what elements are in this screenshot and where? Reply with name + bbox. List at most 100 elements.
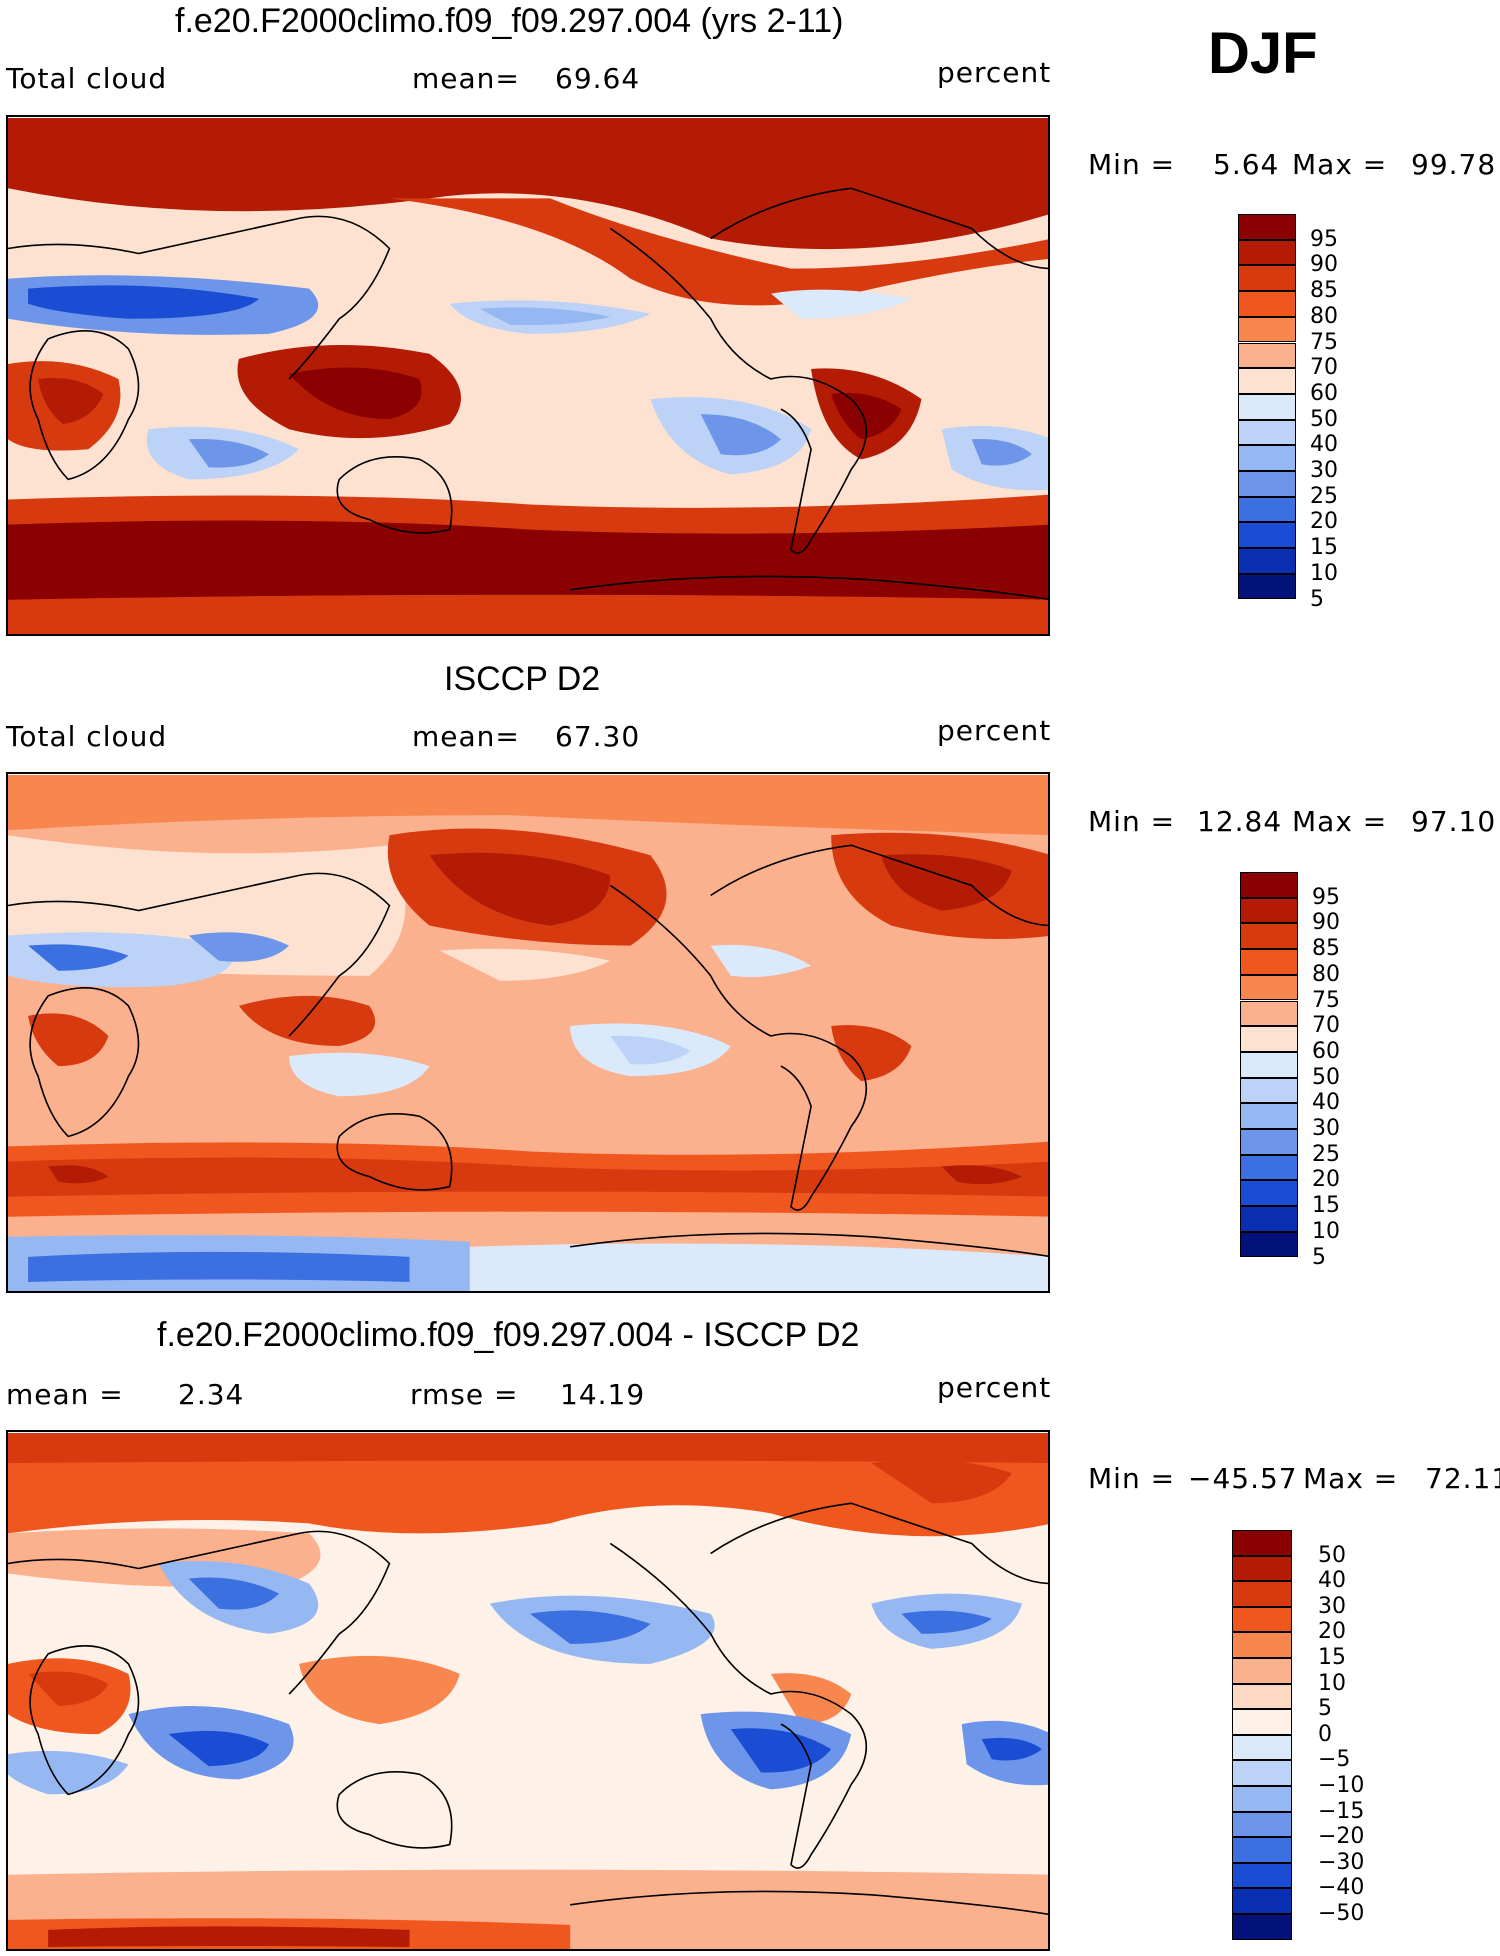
colorbar-swatch (1232, 1811, 1292, 1838)
colorbar-swatch (1238, 573, 1296, 600)
panel1-contour-plot (8, 118, 1048, 634)
colorbar-tick-label: 25 (1312, 1141, 1340, 1167)
colorbar-swatch (1238, 316, 1296, 343)
colorbar-tick-label: −50 (1318, 1901, 1365, 1926)
colorbar-tick-label: 60 (1312, 1038, 1340, 1064)
colorbar-tick-label: 70 (1312, 1013, 1340, 1039)
colorbar-tick-label: 80 (1312, 961, 1340, 987)
colorbar-swatch (1240, 949, 1298, 975)
panel1-min-value: 5.64 (1213, 148, 1280, 181)
colorbar-swatch (1232, 1914, 1292, 1940)
panel3-mean-label: mean = (6, 1378, 124, 1411)
colorbar-swatch (1232, 1888, 1292, 1914)
colorbar-swatch (1232, 1786, 1292, 1812)
colorbar-swatch (1240, 1026, 1298, 1052)
colorbar-tick-label: −10 (1318, 1773, 1365, 1798)
colorbar-swatch (1238, 548, 1296, 574)
colorbar-tick-label: 30 (1312, 1116, 1340, 1141)
panel2-map (6, 772, 1050, 1293)
colorbar-swatch (1232, 1555, 1292, 1582)
colorbar-swatch (1238, 471, 1296, 497)
colorbar-swatch (1238, 239, 1296, 266)
colorbar-swatch (1232, 1734, 1292, 1761)
colorbar-tick-label: 10 (1312, 1218, 1340, 1244)
colorbar-tick-label: −20 (1318, 1824, 1365, 1850)
colorbar-tick-label: −15 (1318, 1798, 1365, 1824)
colorbar-swatch (1240, 872, 1298, 898)
colorbar-tick-label: 75 (1310, 329, 1338, 355)
panel2-units: percent (937, 714, 1052, 747)
colorbar-tick-label: 20 (1310, 509, 1338, 535)
panel3-map (6, 1430, 1050, 1951)
colorbar-tick-label: 90 (1310, 252, 1338, 278)
colorbar-tick-label: 5 (1318, 1696, 1332, 1722)
panel2-contour-plot (8, 775, 1048, 1291)
panel3-min-value: −45.57 (1188, 1462, 1298, 1495)
colorbar-tick-label: 50 (1310, 406, 1338, 432)
colorbar-tick-label: 30 (1310, 458, 1338, 483)
panel1-mean-label: mean= (412, 62, 520, 95)
panel2-variable-label: Total cloud (6, 720, 168, 753)
panel3-contour-plot (8, 1433, 1048, 1949)
colorbar-swatch (1240, 1206, 1298, 1232)
colorbar-swatch (1240, 1077, 1298, 1104)
panel1-max-label: Max = (1292, 148, 1388, 181)
colorbar-tick-label: 15 (1318, 1645, 1346, 1670)
colorbar-swatch (1238, 496, 1296, 523)
panel3-title: f.e20.F2000climo.f09_f09.297.004 - ISCCP… (157, 1316, 860, 1354)
colorbar-swatch (1232, 1581, 1292, 1607)
colorbar-swatch (1232, 1658, 1292, 1684)
colorbar-tick-label: 15 (1312, 1193, 1340, 1219)
colorbar-tick-label: 85 (1310, 278, 1338, 304)
panel1-map (6, 115, 1050, 636)
colorbar-swatch (1240, 974, 1298, 1001)
colorbar-swatch (1240, 1103, 1298, 1129)
panel2-min-value: 12.84 (1197, 805, 1283, 838)
colorbar-tick-label: 60 (1310, 380, 1338, 406)
colorbar-tick-label: 50 (1318, 1542, 1346, 1568)
colorbar-swatch (1238, 291, 1296, 317)
colorbar-swatch (1232, 1530, 1292, 1556)
colorbar-swatch (1232, 1709, 1292, 1735)
colorbar-swatch (1240, 897, 1298, 924)
colorbar-tick-label: −30 (1318, 1849, 1365, 1875)
colorbar-tick-label: 40 (1312, 1090, 1340, 1116)
panel1-min-label: Min = (1088, 148, 1176, 181)
panel1-mean-value: 69.64 (555, 62, 641, 95)
colorbar-tick-label: 20 (1312, 1167, 1340, 1193)
panel3-rmse-value: 14.19 (560, 1378, 646, 1411)
colorbar-tick-label: 50 (1312, 1064, 1340, 1090)
panel1-title: f.e20.F2000climo.f09_f09.297.004 (yrs 2-… (175, 2, 844, 40)
colorbar-swatch (1238, 419, 1296, 446)
colorbar-tick-label: 95 (1310, 226, 1338, 252)
panel3-rmse-label: rmse = (410, 1378, 519, 1411)
colorbar-swatch (1240, 1129, 1298, 1155)
panel3-units: percent (937, 1371, 1052, 1404)
colorbar-swatch (1240, 1180, 1298, 1207)
colorbar-tick-label: 40 (1318, 1568, 1346, 1594)
panel2-title: ISCCP D2 (444, 660, 601, 698)
colorbar-swatch (1238, 214, 1296, 240)
panel1-units: percent (937, 56, 1052, 89)
panel2-max-value: 97.10 (1411, 805, 1497, 838)
colorbar-swatch (1232, 1606, 1292, 1633)
colorbar-tick-label: 5 (1312, 1244, 1326, 1270)
panel1-max-value: 99.78 (1411, 148, 1497, 181)
colorbar-swatch (1238, 393, 1296, 420)
colorbar-swatch (1238, 265, 1296, 292)
colorbar-swatch (1240, 1231, 1298, 1258)
colorbar-tick-label: 10 (1318, 1670, 1346, 1696)
colorbar-swatch (1232, 1862, 1292, 1889)
panel3-min-label: Min = (1088, 1462, 1176, 1495)
colorbar-tick-label: 25 (1310, 483, 1338, 509)
panel1-variable-label: Total cloud (6, 62, 168, 95)
colorbar-swatch (1238, 522, 1296, 549)
colorbar-tick-label: 85 (1312, 936, 1340, 962)
colorbar-tick-label: −5 (1318, 1747, 1351, 1773)
panel2-max-label: Max = (1292, 805, 1388, 838)
panel2-mean-value: 67.30 (555, 720, 641, 753)
colorbar-tick-label: 95 (1312, 884, 1340, 910)
colorbar-tick-label: 40 (1310, 432, 1338, 458)
colorbar-swatch (1240, 1154, 1298, 1181)
panel3-max-label: Max = (1303, 1462, 1399, 1495)
